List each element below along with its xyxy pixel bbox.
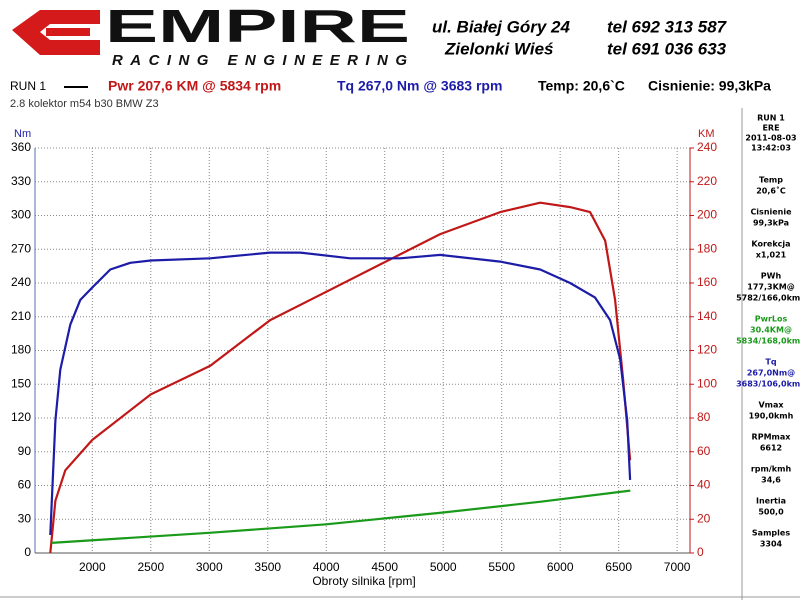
y2-axis-title: KM — [698, 128, 715, 140]
y2-tick-label: 180 — [697, 241, 717, 255]
x-tick-label: 3500 — [254, 560, 281, 574]
y-tick-label: 270 — [11, 241, 31, 255]
x-tick-label: 3000 — [196, 560, 223, 574]
panel-label: PWh — [761, 272, 782, 281]
panel-label: Samples — [752, 529, 790, 538]
y-tick-label: 300 — [11, 208, 31, 222]
panel-value: 177,3KM@ — [747, 283, 794, 292]
y-tick-label: 180 — [11, 343, 31, 357]
x-tick-label: 5000 — [430, 560, 457, 574]
series-line — [51, 489, 631, 544]
panel-value: 20,6˚C — [756, 186, 786, 196]
panel-head: RUN 1 — [757, 114, 785, 123]
run-label: RUN 1 — [10, 79, 46, 93]
series-line — [49, 201, 632, 554]
y-tick-label: 150 — [11, 376, 31, 390]
panel-value: x1,021 — [756, 251, 787, 260]
panel-label: Korekcja — [751, 240, 790, 249]
x-tick-label: 2000 — [79, 560, 106, 574]
address: ul. Białej Góry 24 — [432, 17, 570, 36]
panel-label: RPMmax — [752, 433, 792, 442]
y2-tick-label: 120 — [697, 343, 717, 357]
panel-label: Vmax — [758, 401, 784, 410]
x-tick-label: 4000 — [313, 560, 340, 574]
panel-value: 267,0Nm@ — [747, 369, 795, 378]
y-tick-label: 240 — [11, 275, 31, 289]
y-tick-label: 30 — [18, 511, 32, 525]
y-tick-label: 90 — [18, 444, 32, 458]
series-line — [49, 251, 632, 536]
x-tick-label: 4500 — [371, 560, 398, 574]
y2-tick-label: 220 — [697, 174, 717, 188]
y-tick-label: 330 — [11, 174, 31, 188]
phone: tel 691 036 633 — [607, 39, 727, 58]
y-tick-label: 120 — [11, 410, 31, 424]
panel-value: 30.4KM@ — [750, 326, 792, 335]
temp: Temp: 20,6`C — [538, 78, 625, 94]
x-tick-label: 2500 — [137, 560, 164, 574]
x-tick-label: 7000 — [664, 560, 691, 574]
y2-tick-label: 160 — [697, 275, 717, 289]
panel-label: Temp — [759, 176, 783, 185]
y-tick-label: 210 — [11, 309, 31, 323]
x-tick-label: 6000 — [547, 560, 574, 574]
pressure: Cisnienie: 99,3kPa — [648, 78, 771, 94]
panel-value: 500,0 — [758, 508, 784, 517]
panel-head: 2011-08-03 — [745, 134, 796, 143]
panel-label: rpm/kmh — [751, 465, 792, 474]
panel-label: Tq — [765, 358, 776, 367]
x-tick-label: 6500 — [605, 560, 632, 574]
panel-value: 99,3kPa — [753, 219, 789, 228]
panel-value: 3683/106,0kmh — [736, 380, 800, 389]
phone: tel 692 313 587 — [607, 17, 728, 36]
legend-entry: Tq 267,0 Nm @ 3683 rpm — [337, 78, 502, 94]
y2-tick-label: 60 — [697, 444, 711, 458]
panel-head: ERE — [762, 124, 779, 133]
y-tick-label: 0 — [24, 545, 31, 559]
address: Zielonki Wieś — [444, 39, 553, 58]
panel-value: 5782/166,0kmh — [736, 294, 800, 303]
y2-tick-label: 80 — [697, 410, 711, 424]
y-tick-label: 360 — [11, 140, 31, 154]
y2-tick-label: 0 — [697, 545, 704, 559]
panel-label: PwrLos — [755, 315, 788, 324]
y2-tick-label: 100 — [697, 376, 717, 390]
panel-value: 190,0kmh — [749, 412, 794, 421]
logo-mark — [12, 10, 100, 55]
legend-entry: Pwr 207,6 KM @ 5834 rpm — [108, 78, 281, 94]
y2-tick-label: 140 — [697, 309, 717, 323]
panel-value: 6612 — [760, 444, 782, 453]
y-axis-title: Nm — [14, 128, 31, 140]
logo-text: EMPIRE — [105, 0, 410, 52]
x-tick-label: 5500 — [488, 560, 515, 574]
panel-head: 13:42:03 — [751, 144, 791, 153]
x-axis-title: Obroty silnika [rpm] — [312, 574, 415, 588]
panel-label: Cisnienie — [750, 208, 792, 217]
y2-tick-label: 240 — [697, 140, 717, 154]
panel-value: 34,6 — [761, 476, 781, 485]
panel-value: 3304 — [760, 540, 783, 549]
panel-value: 5834/168,0kmh — [736, 337, 800, 346]
description: 2.8 kolektor m54 b30 BMW Z3 — [10, 98, 159, 110]
y2-tick-label: 200 — [697, 208, 717, 222]
y2-tick-label: 20 — [697, 511, 711, 525]
y-tick-label: 60 — [18, 478, 32, 492]
y2-tick-label: 40 — [697, 478, 711, 492]
panel-label: Inertia — [756, 497, 786, 506]
